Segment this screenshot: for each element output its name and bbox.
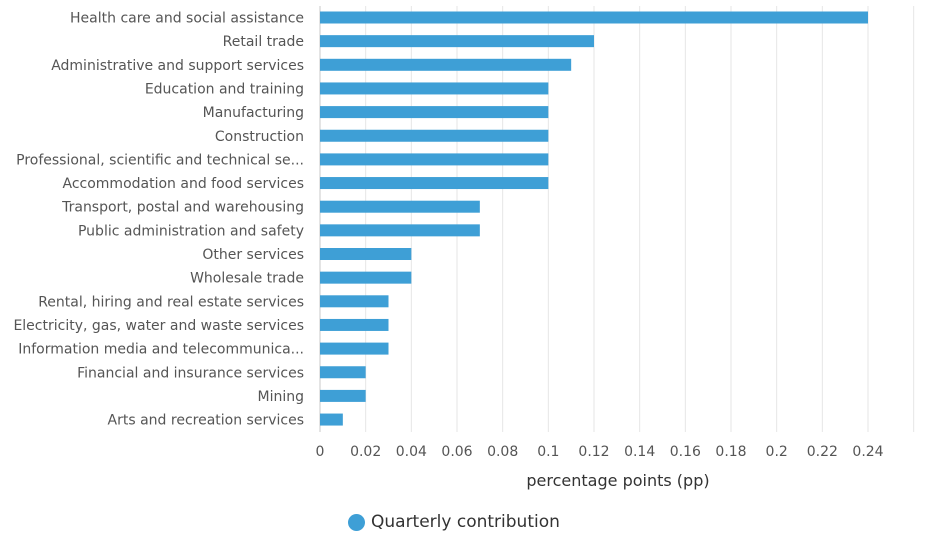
x-tick-label: 0.12 [578,444,609,460]
category-label: Mining [258,389,305,405]
bars [320,11,868,426]
bar[interactable] [320,82,549,95]
bar[interactable] [320,413,343,426]
legend-swatch-icon [348,513,365,531]
category-label: Wholesale trade [190,271,304,287]
bar[interactable] [320,11,868,24]
category-label: Arts and recreation services [108,413,304,429]
bar[interactable] [320,200,480,213]
x-tick-label: 0.02 [350,444,381,460]
x-tick-label: 0.16 [670,444,701,460]
bar[interactable] [320,106,549,119]
x-tick-label: 0 [316,444,325,460]
bar[interactable] [320,271,412,284]
category-label: Retail trade [223,34,304,50]
bar[interactable] [320,58,572,71]
x-tick-label: 0.18 [715,444,746,460]
category-label: Health care and social assistance [70,11,304,27]
category-label: Administrative and support services [51,58,304,74]
bar[interactable] [320,129,549,142]
x-tick-label: 0.04 [396,444,427,460]
x-tick-label: 0.08 [487,444,518,460]
legend-item-quarterly-contribution[interactable]: Quarterly contribution [348,512,560,532]
x-tick-label: 0.24 [852,444,883,460]
category-label: Other services [202,247,304,263]
category-label: Financial and insurance services [77,365,304,381]
x-tick-label: 0.1 [537,444,559,460]
x-tick-label: 0.06 [441,444,472,460]
category-label: Accommodation and food services [63,176,305,192]
legend-label: Quarterly contribution [371,512,560,532]
category-label: Transport, postal and warehousing [61,200,304,216]
x-tick-label: 0.22 [807,444,838,460]
bar[interactable] [320,342,389,355]
x-axis-title: percentage points (pp) [526,471,709,490]
bar[interactable] [320,248,412,260]
category-label: Professional, scientific and technical s… [16,152,304,168]
category-label: Education and training [145,81,304,97]
x-tick-labels: 0 0.02 0.04 0.06 0.08 0.1 0.12 0.14 0.16 0.18 0.2 0… [316,444,884,460]
bar[interactable] [320,366,366,379]
category-label: Rental, hiring and real estate services [38,294,304,310]
x-tick-label: 0.14 [624,444,655,460]
bar[interactable] [320,318,389,331]
bar[interactable] [320,224,480,237]
bar[interactable] [320,153,549,166]
x-tick-label: 0.2 [766,444,788,460]
grid-lines [319,6,915,432]
category-label: Electricity, gas, water and waste servic… [13,318,304,334]
category-label: Manufacturing [203,105,304,121]
category-label: Public administration and safety [78,223,304,239]
bar[interactable] [320,389,366,402]
category-labels: Health care and social assistance Retail … [13,11,304,429]
bar[interactable] [320,177,549,190]
bar[interactable] [320,35,594,48]
category-label: Construction [215,129,304,145]
bar[interactable] [320,295,389,308]
category-label: Information media and telecommunica... [18,342,304,358]
